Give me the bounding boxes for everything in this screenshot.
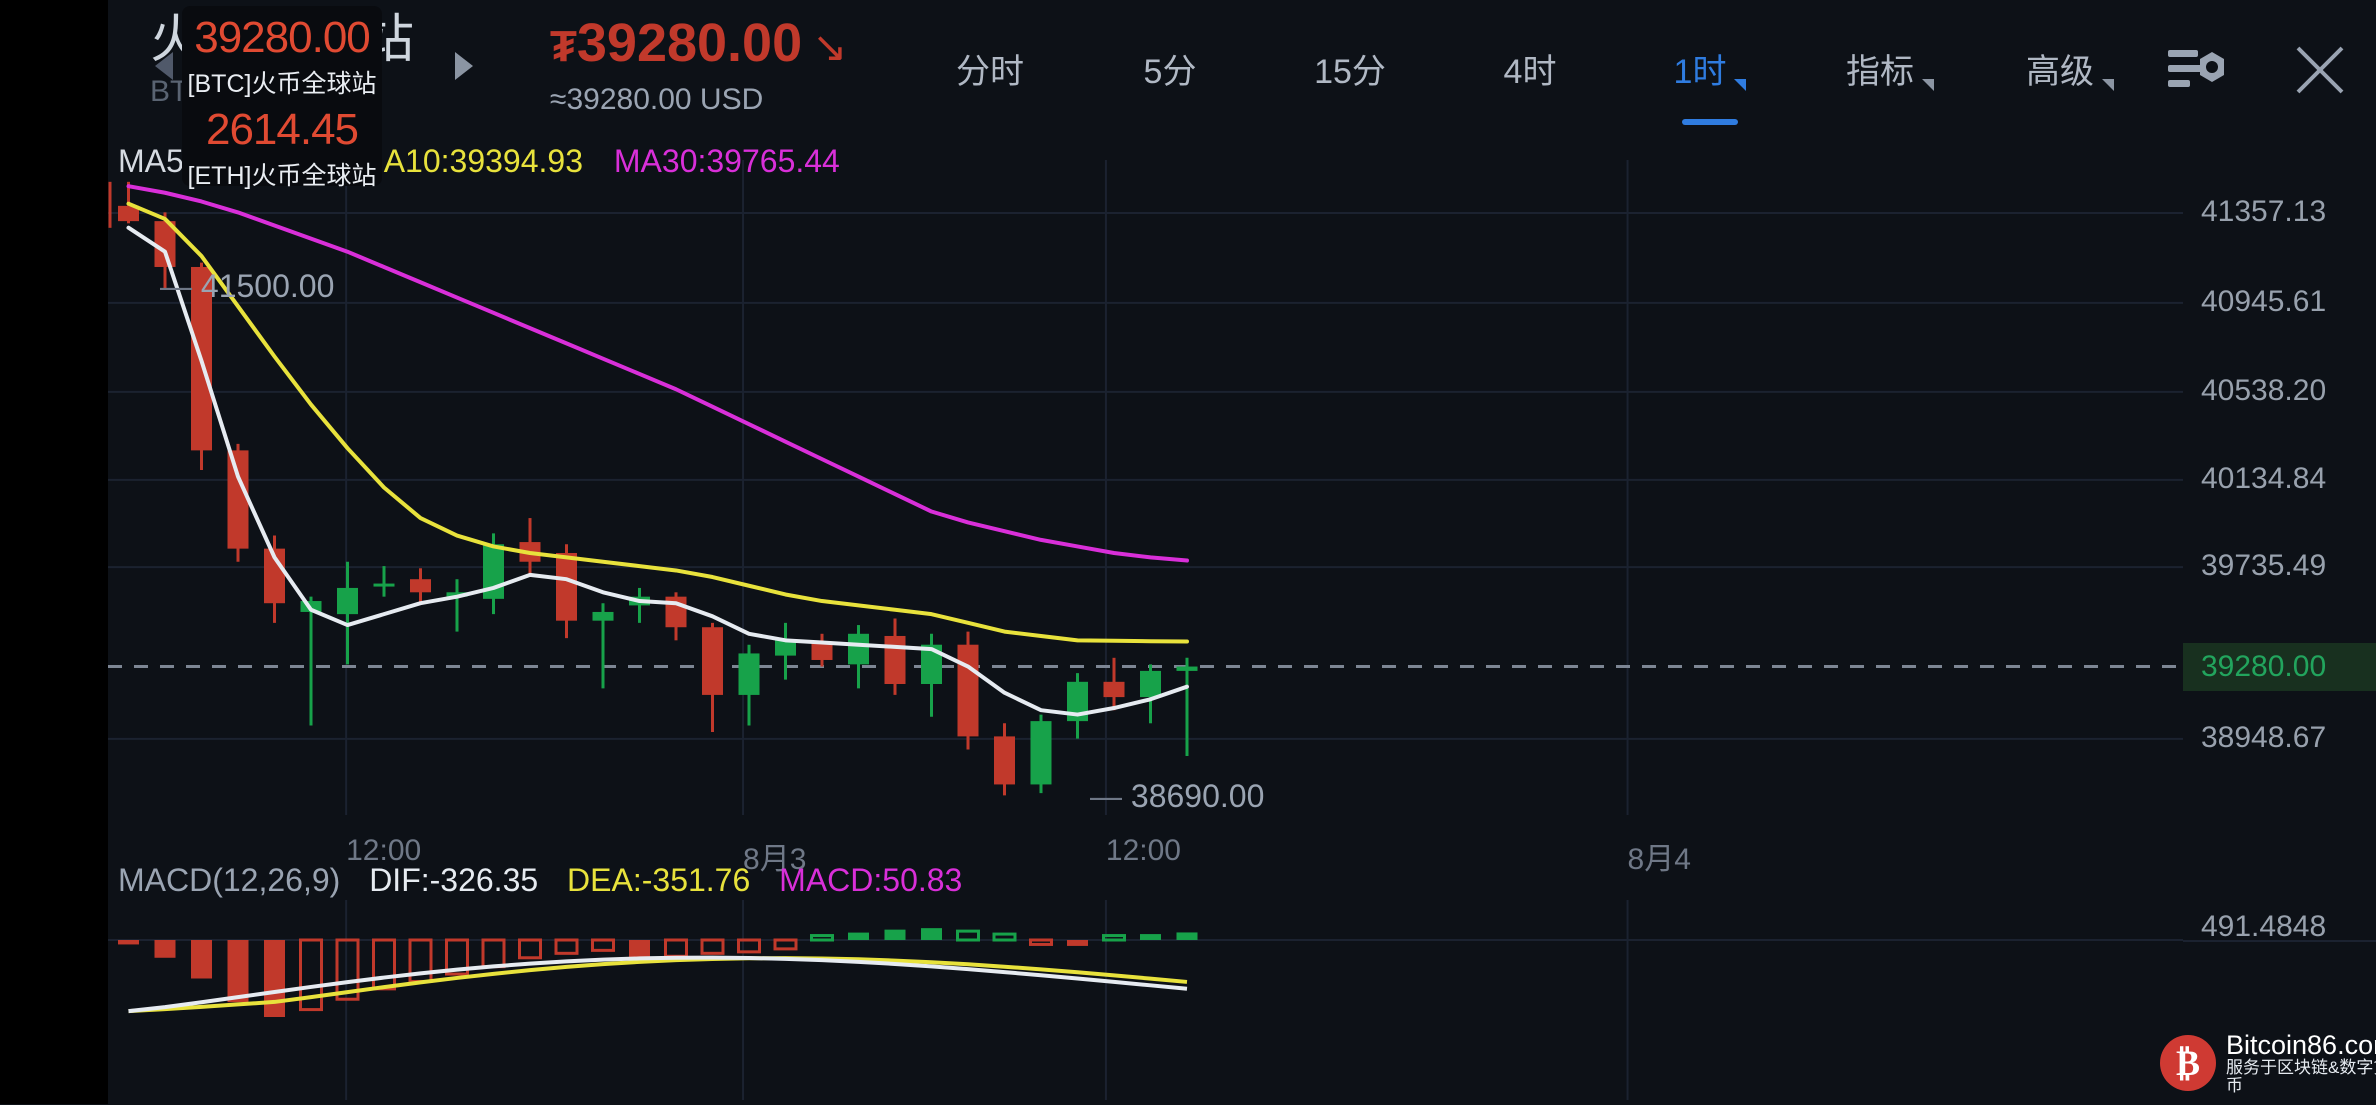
currency-symbol: ₮ [550,22,577,71]
price-axis-tick: 40538.20 [2201,373,2327,407]
chevron-down-icon [1734,79,1747,91]
tab-6[interactable]: 高级 [1980,30,2160,107]
tab-label: 指标 [1846,53,1914,91]
tab-1[interactable]: 5分 [1080,30,1260,107]
price-axis-tick: 41357.13 [2201,195,2327,229]
period-high-annotation: — 41500.00 [160,268,335,304]
price-axis: 41357.13 40945.61 40538.20 40134.84 39735.49… [2183,160,2376,815]
arrow-right-icon[interactable] [455,52,473,80]
last-price-tag: 39280.00 [2183,642,2376,691]
tab-2[interactable]: 15分 [1260,30,1440,107]
tooltip-eth-label: [ETH]火币全球站 [187,162,377,190]
tooltip-btc-label: [BTC]火币全球站 [187,70,377,98]
active-tab-underline [1682,119,1738,125]
tab-label: 15分 [1314,53,1386,91]
tab-4[interactable]: 1时 [1620,30,1800,125]
macd-title: MACD(12,26,9) [118,862,341,898]
time-axis-tick: 8月4 [1627,843,1691,876]
macd-legend: MACD(12,26,9) DIF:-326.35 DEA:-351.76 MA… [118,862,982,899]
watermark-title: Bitcoin86.com [2226,1029,2376,1060]
macd-dea: DEA:-351.76 [567,862,751,898]
time-axis: 12:00 8月3 12:00 8月4 [108,820,2376,890]
macd-axis-gridline [2183,940,2376,942]
period-low-annotation: — 38690.00 [1090,778,1265,814]
quote-tooltip: 39280.00 [BTC]火币全球站 2614.45 [ETH]火币全球站 [182,6,382,190]
tab-0[interactable]: 分时 [900,30,1080,107]
trend-down-icon: ↘ [812,23,848,70]
price-usd-equivalent: ≈39280.00 USD [550,83,764,116]
price-block: ₮39280.00 ↘ ≈39280.00 USD [550,12,847,122]
tab-label: 1时 [1673,53,1727,91]
watermark-text: Bitcoin86.com 服务于区块链&数字货币 [2226,1031,2376,1095]
price-axis-tick: 40945.61 [2201,284,2327,318]
tab-label: 5分 [1143,53,1197,91]
left-gutter [0,0,108,1104]
candlestick-chart[interactable] [108,160,2183,815]
timeframe-tabs: 分时 5分 15分 4时 1时 指标 高级 [900,30,2160,130]
settings-sliders-icon[interactable] [2166,44,2230,94]
time-axis-tick: 12:00 [1105,834,1181,867]
arrow-left-icon[interactable] [155,52,173,80]
ma10-label: MA10:39394.93 [357,143,583,179]
tab-5[interactable]: 指标 [1800,30,1980,107]
chevron-down-icon [2102,79,2114,91]
time-axis-tick: 8月3 [743,843,807,876]
macd-axis: 491.4848 [2183,900,2376,1100]
tab-label: 分时 [956,53,1024,91]
ma30-label: MA30:39765.44 [613,143,840,179]
tab-label: 4时 [1503,53,1557,91]
price-axis-tick: 39735.49 [2201,549,2327,583]
tooltip-btc-price: 39280.00 [194,13,371,62]
time-axis-tick: 12:00 [346,834,422,867]
tooltip-eth-price: 2614.45 [205,105,359,154]
macd-chart[interactable] [108,900,2183,1100]
price-value: 39280.00 [576,13,803,73]
price-axis-tick: 38948.67 [2201,720,2327,754]
macd-value: MACD:50.83 [779,862,963,898]
macd-dif: DIF:-326.35 [369,862,539,898]
price-main-row: ₮39280.00 ↘ [550,12,847,78]
tab-3[interactable]: 4时 [1440,30,1620,107]
tab-label: 高级 [2026,53,2094,91]
bitcoin-logo-icon: ₿ [2160,1035,2216,1091]
chevron-down-icon [1922,79,1934,91]
watermark-subtitle: 服务于区块链&数字货币 [2226,1058,2376,1096]
price-axis-tick: 40134.84 [2201,461,2327,495]
close-icon[interactable] [2290,40,2350,100]
watermark: ₿ Bitcoin86.com 服务于区块链&数字货币 [2160,1028,2376,1098]
macd-axis-top-label: 491.4848 [2201,910,2327,943]
